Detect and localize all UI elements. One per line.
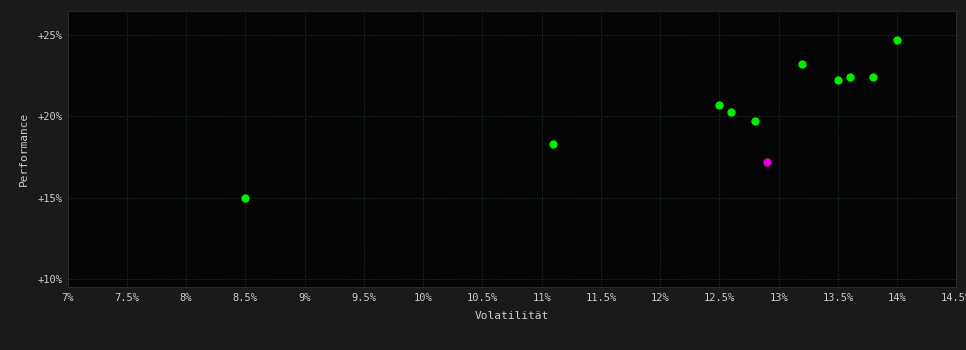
Y-axis label: Performance: Performance xyxy=(18,112,29,186)
Point xyxy=(747,118,762,124)
Point xyxy=(546,141,561,147)
Point xyxy=(866,75,881,80)
Point xyxy=(724,109,739,115)
Point xyxy=(238,195,253,200)
Point xyxy=(830,78,845,83)
Point xyxy=(842,75,858,80)
Point xyxy=(890,37,905,43)
Point xyxy=(759,159,775,164)
X-axis label: Volatilität: Volatilität xyxy=(475,311,549,321)
Point xyxy=(795,61,810,67)
Point xyxy=(712,102,727,108)
